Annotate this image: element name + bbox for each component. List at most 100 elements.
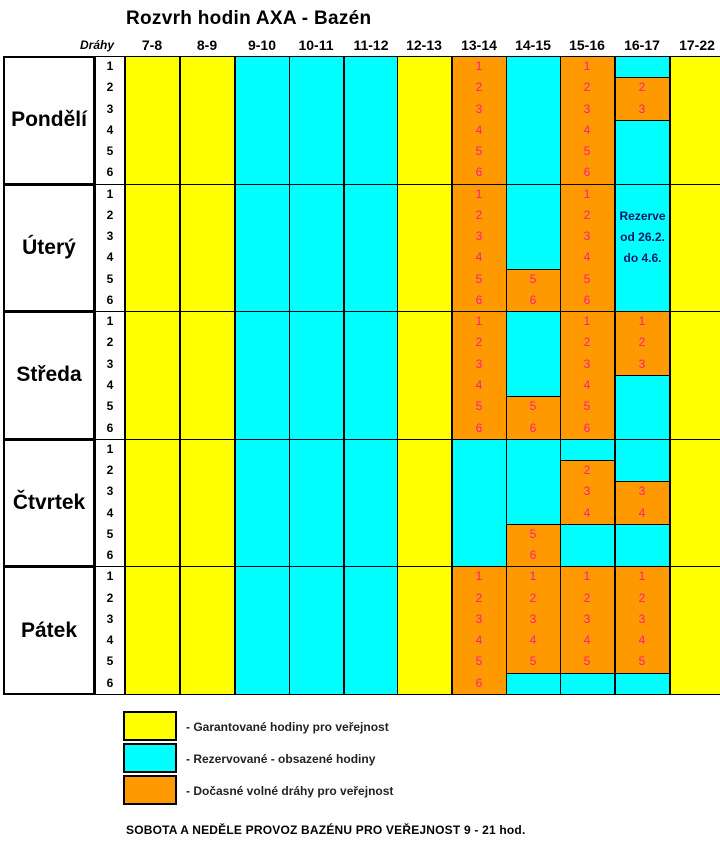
lane-number: 1 bbox=[106, 59, 114, 73]
free-lane-number: 1 bbox=[529, 569, 537, 584]
free-lane-number: 4 bbox=[475, 250, 483, 265]
free-lane-number: 2 bbox=[475, 207, 483, 222]
schedule-cell bbox=[125, 183, 180, 313]
lane-number: 1 bbox=[106, 569, 114, 584]
schedule-grid: Pondělí 1 2 3 4 5 6 1 2 3 4 5 6 1 2 3 4 5 6 2 3 Úterý 1 2 3 4 5 6 1 2… bbox=[3, 56, 720, 696]
free-lane-number: 6 bbox=[529, 548, 537, 563]
lanes-header: Dráhy bbox=[79, 38, 114, 52]
free-lane-number: 1 bbox=[638, 314, 646, 329]
free-lane-number: 6 bbox=[475, 420, 483, 435]
reserve-note-line: Rezerve bbox=[619, 208, 666, 223]
free-lane-number: 2 bbox=[583, 335, 591, 350]
lane-number: 6 bbox=[106, 165, 114, 180]
free-lane-number: 3 bbox=[638, 611, 646, 626]
free-lane-number: 1 bbox=[583, 186, 591, 201]
schedule-cell bbox=[344, 311, 399, 440]
free-lane-number: 2 bbox=[475, 80, 483, 95]
schedule-cell bbox=[506, 183, 561, 270]
hour-header: 9-10 bbox=[247, 37, 277, 53]
schedule-cell bbox=[180, 311, 235, 440]
schedule-cell bbox=[506, 672, 561, 696]
schedule-cell bbox=[506, 396, 561, 440]
free-lane-number: 2 bbox=[638, 590, 646, 605]
free-lane-number: 4 bbox=[583, 505, 591, 520]
schedule-cell bbox=[560, 566, 615, 674]
free-lane-number: 6 bbox=[583, 420, 591, 435]
lane-number: 5 bbox=[106, 144, 114, 159]
lane-number: 4 bbox=[106, 378, 114, 392]
free-lane-number: 1 bbox=[583, 314, 591, 329]
free-lane-number: 6 bbox=[529, 292, 537, 307]
schedule-cell bbox=[452, 311, 507, 440]
schedule-cell bbox=[180, 566, 235, 695]
weekend-note: SOBOTA A NEDĚLE PROVOZ BAZÉNU PRO VEŘEJN… bbox=[126, 823, 526, 837]
free-lane-number: 1 bbox=[638, 569, 646, 584]
free-lane-number: 5 bbox=[583, 654, 591, 669]
hour-header: 11-12 bbox=[353, 37, 389, 53]
schedule-cell bbox=[615, 56, 670, 79]
lane-number: 3 bbox=[106, 356, 114, 371]
schedule-cell bbox=[125, 56, 180, 185]
lane-number: 1 bbox=[106, 441, 114, 456]
free-lane-number: 3 bbox=[638, 101, 646, 116]
schedule-cell bbox=[344, 183, 399, 313]
schedule-cell bbox=[452, 438, 507, 568]
schedule-cell bbox=[615, 523, 670, 568]
free-lane-number: 4 bbox=[583, 250, 591, 265]
free-lane-number: 4 bbox=[583, 122, 591, 137]
schedule-cell bbox=[560, 311, 615, 440]
lane-number: 3 bbox=[106, 611, 114, 626]
free-lane-number: 3 bbox=[583, 356, 591, 371]
free-lane-number: 3 bbox=[583, 484, 591, 499]
schedule-cell bbox=[560, 523, 615, 568]
schedule-cell bbox=[125, 566, 180, 695]
free-lane-number: 5 bbox=[638, 654, 646, 669]
free-lane-number: 6 bbox=[529, 420, 537, 435]
hour-header: 8-9 bbox=[196, 37, 218, 53]
schedule-cell bbox=[289, 311, 344, 440]
schedule-cell bbox=[344, 566, 399, 695]
lane-number: 2 bbox=[106, 207, 114, 222]
schedule-cell bbox=[560, 672, 615, 696]
free-lane-number: 1 bbox=[475, 186, 483, 201]
legend-swatch bbox=[123, 775, 177, 805]
free-lane-number: 4 bbox=[475, 633, 483, 648]
lane-column bbox=[95, 438, 125, 568]
schedule-cell bbox=[397, 438, 452, 568]
free-lane-number: 5 bbox=[583, 271, 591, 286]
hour-header: 16-17 bbox=[624, 37, 660, 53]
free-lane-number: 4 bbox=[583, 378, 591, 392]
free-lane-number: 3 bbox=[638, 356, 646, 371]
schedule-cell bbox=[235, 566, 290, 695]
lane-number: 4 bbox=[106, 633, 114, 648]
free-lane-number: 2 bbox=[638, 335, 646, 350]
schedule-cell bbox=[670, 56, 720, 185]
schedule-cell bbox=[344, 438, 399, 568]
schedule-cell bbox=[506, 56, 561, 185]
lane-number: 1 bbox=[106, 186, 114, 201]
schedule-cell bbox=[397, 183, 452, 313]
schedule-cell bbox=[615, 311, 670, 376]
free-lane-number: 3 bbox=[529, 611, 537, 626]
schedule-cell bbox=[397, 56, 452, 185]
reserve-note-line: od 26.2. bbox=[620, 229, 665, 244]
schedule-cell bbox=[560, 183, 615, 313]
hour-header: 17-22 bbox=[679, 37, 715, 53]
schedule-cell bbox=[180, 56, 235, 185]
lane-number: 1 bbox=[106, 314, 114, 329]
lane-number: 6 bbox=[106, 675, 114, 690]
schedule-cell bbox=[615, 481, 670, 525]
free-lane-number: 1 bbox=[583, 59, 591, 73]
lane-column bbox=[95, 183, 125, 313]
free-lane-number: 3 bbox=[583, 611, 591, 626]
free-lane-number: 6 bbox=[475, 292, 483, 307]
schedule-cell bbox=[289, 438, 344, 568]
lane-number: 3 bbox=[106, 229, 114, 244]
schedule-cell bbox=[289, 183, 344, 313]
schedule-cell bbox=[125, 438, 180, 568]
free-lane-number: 1 bbox=[583, 569, 591, 584]
free-lane-number: 2 bbox=[638, 80, 646, 95]
reserve-note: Rezerve od 26.2. do 4.6. bbox=[615, 206, 670, 269]
legend-text: - Rezervované - obsazené hodiny bbox=[186, 752, 376, 766]
schedule-cell bbox=[670, 183, 720, 313]
